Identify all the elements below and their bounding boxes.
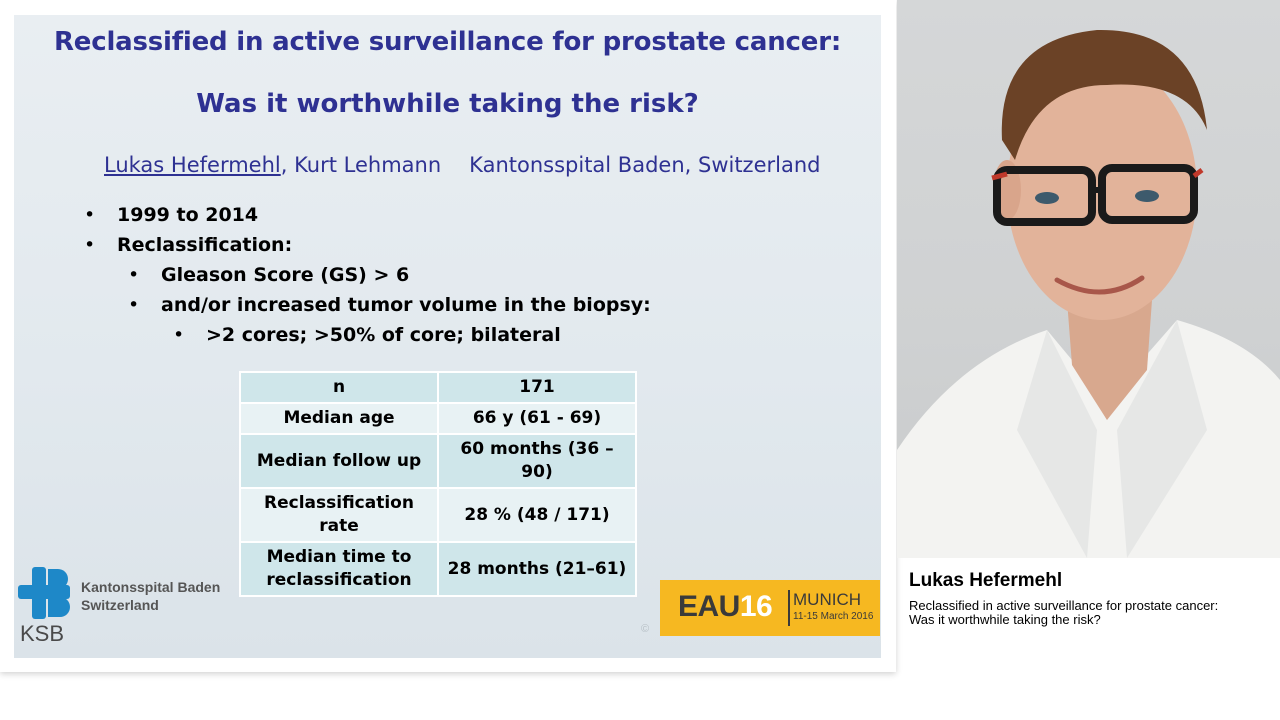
- bullet-item: • Reclassification:: [84, 234, 293, 256]
- author-primary: Lukas Hefermehl: [104, 153, 281, 177]
- table-cell: Median follow up: [239, 433, 439, 489]
- bullet-item: • Gleason Score (GS) > 6: [128, 264, 410, 286]
- table-cell: n: [239, 371, 439, 404]
- table-cell: Reclassification rate: [239, 487, 439, 543]
- talk-title-line2: Was it worthwhile taking the risk?: [909, 612, 1101, 627]
- table-row: Reclassification rate 28 % (48 / 171): [239, 487, 637, 543]
- presentation-slide-frame: Reclassified in active surveillance for …: [14, 15, 881, 658]
- eau-name: EAU: [678, 590, 740, 623]
- table-row: Median follow up 60 months (36 – 90): [239, 433, 637, 489]
- table-cell: 28 % (48 / 171): [437, 487, 637, 543]
- bullet-item: • >2 cores; >50% of core; bilateral: [173, 324, 561, 346]
- table-cell: Median time to reclassification: [239, 541, 439, 597]
- bullet-list: • 1999 to 2014 • Reclassification: • Gleaso…: [84, 203, 651, 353]
- bullet-item: • 1999 to 2014: [84, 204, 259, 226]
- presentation-slide: Reclassified in active surveillance for …: [14, 15, 881, 658]
- speaker-portrait-image: [897, 29, 1280, 558]
- table-cell: 60 months (36 – 90): [437, 433, 637, 489]
- author-secondary: , Kurt Lehmann: [280, 153, 442, 177]
- slide-title-line1: Reclassified in active surveillance for …: [53, 27, 842, 57]
- eau-number: 16: [739, 590, 773, 623]
- talk-title-line1: Reclassified in active surveillance for …: [909, 598, 1219, 613]
- results-table: n 171 Median age 66 y (61 - 69) Median f…: [239, 371, 637, 597]
- speaker-name: Lukas Hefermehl: [909, 570, 1063, 591]
- ksb-abbr: KSB: [20, 621, 65, 646]
- ksb-org-line1: Kantonsspital Baden: [81, 579, 221, 595]
- speaker-photo: [897, 0, 1280, 558]
- logo-divider: [788, 590, 790, 626]
- eau16-logo: EAU16 MUNICH 11-15 March 2016: [660, 580, 880, 636]
- table-cell: 171: [437, 371, 637, 404]
- table-cell: 66 y (61 - 69): [437, 402, 637, 435]
- ksb-org-line2: Switzerland: [81, 597, 159, 613]
- eau-city: MUNICH: [793, 590, 861, 609]
- slide-authors: Lukas Hefermehl, Kurt Lehmann Kantonsspit…: [104, 153, 820, 177]
- table-row: n 171: [239, 371, 637, 404]
- institution: Kantonsspital Baden, Switzerland: [469, 153, 821, 177]
- ksb-cross-icon: [18, 567, 70, 619]
- copyright-mark: ©: [641, 623, 650, 635]
- table-cell: Median age: [239, 402, 439, 435]
- eau-dates: 11-15 March 2016: [793, 611, 874, 622]
- table-row: Median time to reclassification 28 month…: [239, 541, 637, 597]
- table-cell: 28 months (21–61): [437, 541, 637, 597]
- bullet-item: • and/or increased tumor volume in the bi…: [128, 294, 651, 316]
- table-row: Median age 66 y (61 - 69): [239, 402, 637, 435]
- slide-title-line2: Was it worthwhile taking the risk?: [196, 89, 699, 119]
